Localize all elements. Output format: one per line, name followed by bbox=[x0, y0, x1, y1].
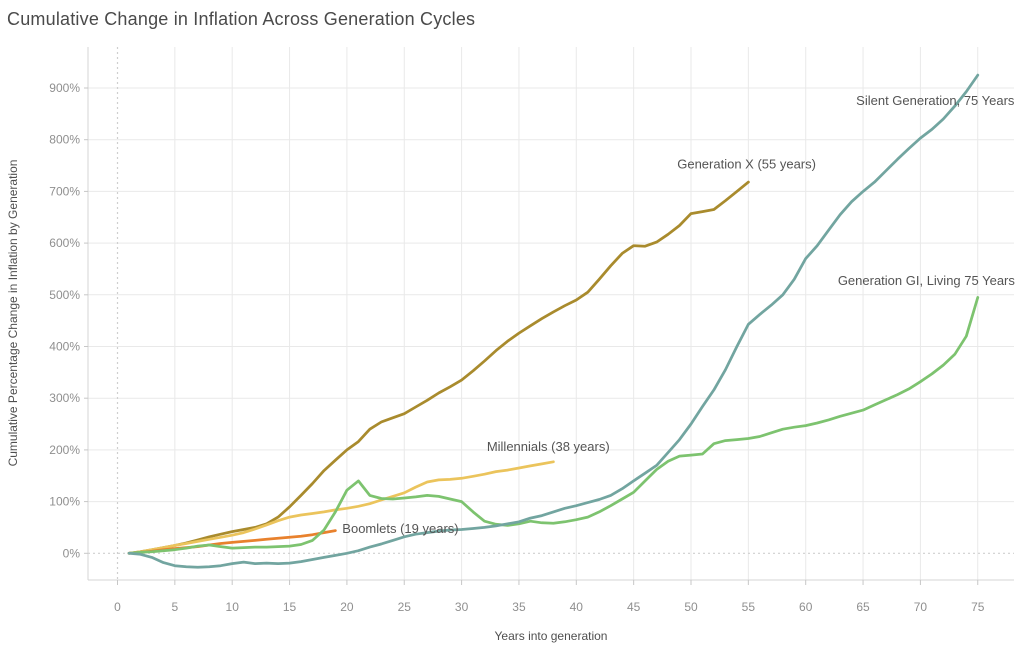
x-tick-label: 45 bbox=[627, 600, 641, 614]
series-label: Silent Generation, 75 Years bbox=[856, 93, 1015, 108]
series-line-silent-generation[interactable] bbox=[127, 73, 980, 569]
y-tick-label: 500% bbox=[49, 288, 80, 302]
x-tick-label: 15 bbox=[283, 600, 297, 614]
gridlines bbox=[88, 47, 1014, 580]
x-tick-label: 25 bbox=[398, 600, 412, 614]
x-tick-label: 55 bbox=[742, 600, 756, 614]
y-tick-label: 200% bbox=[49, 443, 80, 457]
series-label: Generation GI, Living 75 Years bbox=[838, 273, 1016, 288]
x-tick-label: 60 bbox=[799, 600, 813, 614]
x-tick-label: 20 bbox=[340, 600, 354, 614]
series-labels: Silent Generation, 75 Years Generation X … bbox=[342, 93, 1015, 536]
y-tick-label: 100% bbox=[49, 495, 80, 509]
y-tick-label: 600% bbox=[49, 236, 80, 250]
y-tick-label: 700% bbox=[49, 184, 80, 198]
x-tick-label: 30 bbox=[455, 600, 469, 614]
x-tick-label: 5 bbox=[172, 600, 179, 614]
x-tick-label: 50 bbox=[684, 600, 698, 614]
y-tick-label: 800% bbox=[49, 133, 80, 147]
y-axis-title: Cumulative Percentage Change in Inflatio… bbox=[6, 160, 20, 467]
series-label: Boomlets (19 years) bbox=[342, 521, 458, 536]
x-axis-title: Years into generation bbox=[495, 629, 608, 643]
series-line-generation-gi[interactable] bbox=[127, 296, 980, 555]
axes: 0 5 10 15 20 25 30 35 40 45 50 55 60 65 70 75 0% 100% 200%… bbox=[49, 47, 1014, 614]
series-label: Millennials (38 years) bbox=[487, 439, 610, 454]
x-tick-label: 0 bbox=[114, 600, 121, 614]
y-tick-label: 0% bbox=[63, 546, 81, 560]
x-tick-label: 10 bbox=[226, 600, 240, 614]
chart-title: Cumulative Change in Inflation Across Ge… bbox=[7, 9, 476, 29]
y-tick-label: 400% bbox=[49, 340, 80, 354]
y-tick-label: 300% bbox=[49, 391, 80, 405]
series-line-generation-x[interactable] bbox=[127, 180, 750, 555]
y-tick-label: 900% bbox=[49, 81, 80, 95]
series-lines bbox=[127, 73, 980, 569]
x-tick-label: 40 bbox=[570, 600, 584, 614]
series-label: Generation X (55 years) bbox=[677, 157, 816, 172]
x-tick-label: 65 bbox=[856, 600, 870, 614]
x-tick-label: 35 bbox=[512, 600, 526, 614]
x-tick-label: 70 bbox=[914, 600, 928, 614]
x-tick-label: 75 bbox=[971, 600, 985, 614]
series-line-millennials[interactable] bbox=[127, 460, 555, 555]
